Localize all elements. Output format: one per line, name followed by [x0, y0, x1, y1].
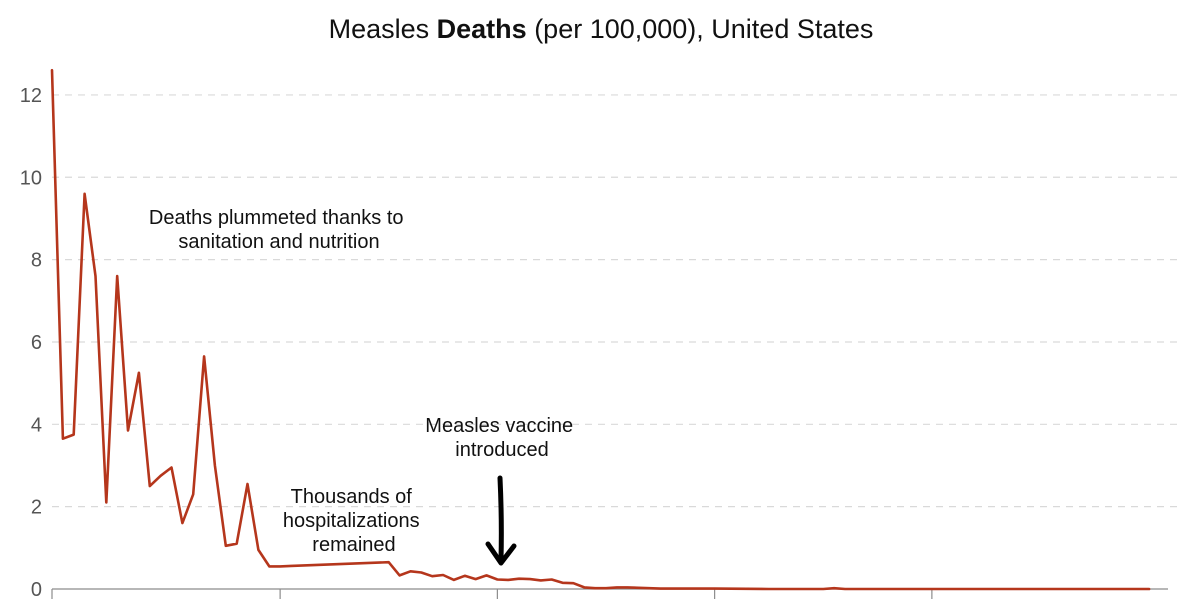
- y-tick-label: 12: [20, 85, 42, 107]
- annotation-sanitation: Deaths plummeted thanks to sanitation an…: [149, 207, 409, 253]
- chart-title-prefix: Measles: [329, 14, 437, 44]
- chart-title: Measles Deaths (per 100,000), United Sta…: [329, 14, 874, 44]
- y-axis-tick-labels: 0 2 4 6 8 10 12: [20, 85, 42, 600]
- y-tick-label: 2: [31, 497, 42, 519]
- chart-title-suffix: (per 100,000), United States: [527, 14, 874, 44]
- svg-text:Deaths plummeted thanks to: Deaths plummeted thanks to sanitation an…: [149, 207, 409, 253]
- annotation-line: Thousands of: [291, 486, 413, 508]
- series: [50, 68, 1151, 591]
- down-arrow-head-icon: [485, 541, 517, 566]
- chart-title-bold: Deaths: [437, 14, 527, 44]
- series-line: [50, 68, 1151, 591]
- svg-text:Measles vaccine introd: Measles vaccine introduced: [425, 415, 578, 461]
- annotation-line: Measles vaccine: [425, 415, 573, 437]
- annotation-vaccine: Measles vaccine introduced: [425, 415, 578, 566]
- annotation-line: hospitalizations: [283, 510, 420, 532]
- gridlines: [52, 94, 1182, 508]
- y-tick-label: 0: [31, 579, 42, 600]
- down-arrow-icon: [497, 475, 504, 563]
- annotation-line: introduced: [455, 439, 548, 461]
- x-axis-ticks: [51, 589, 933, 599]
- svg-text:Thousands of hospitali: Thousands of hospitalizations remained: [283, 486, 425, 556]
- annotation-hospitalizations: Thousands of hospitalizations remained: [283, 486, 425, 556]
- annotation-line: Deaths plummeted thanks to: [149, 207, 404, 229]
- y-tick-label: 6: [31, 332, 42, 354]
- y-tick-label: 4: [31, 414, 42, 436]
- y-tick-label: 10: [20, 167, 42, 189]
- annotation-line: sanitation and nutrition: [178, 231, 379, 253]
- annotation-line: remained: [312, 534, 395, 556]
- y-tick-label: 8: [31, 250, 42, 272]
